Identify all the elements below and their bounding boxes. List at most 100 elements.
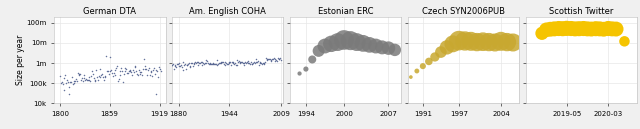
Point <box>155 74 165 76</box>
Point <box>424 60 434 62</box>
Point <box>227 61 237 63</box>
Point <box>371 45 381 47</box>
Point <box>263 58 273 60</box>
Point <box>134 69 144 71</box>
Point <box>314 50 324 52</box>
Point <box>196 64 207 66</box>
Point <box>153 76 163 78</box>
Point <box>240 61 250 63</box>
Point <box>95 76 106 78</box>
Point <box>156 70 166 72</box>
Point <box>173 63 183 65</box>
Point <box>116 67 126 69</box>
Point <box>133 74 143 76</box>
Point <box>98 76 108 78</box>
Point <box>557 28 568 30</box>
Point <box>192 61 202 63</box>
Point <box>221 62 231 64</box>
Point <box>266 60 276 62</box>
Point <box>247 63 257 65</box>
Point <box>189 62 200 64</box>
Point <box>239 62 249 64</box>
Point <box>180 67 191 70</box>
Point <box>60 89 70 91</box>
Point <box>106 69 116 71</box>
Point <box>104 70 115 72</box>
Point <box>436 51 446 53</box>
Point <box>101 55 111 57</box>
Point <box>566 27 576 30</box>
Point <box>99 79 109 81</box>
Point <box>90 79 100 81</box>
Point <box>232 64 242 66</box>
Point <box>164 81 175 83</box>
Point <box>95 68 105 70</box>
Point <box>188 65 198 67</box>
Point <box>127 66 137 68</box>
Point <box>125 77 135 79</box>
Point <box>99 76 109 78</box>
Point <box>259 62 269 64</box>
Point <box>454 40 464 42</box>
Point <box>549 28 559 30</box>
Point <box>109 74 120 76</box>
Point <box>174 62 184 64</box>
Point <box>250 61 260 63</box>
Point <box>243 60 253 62</box>
Point <box>93 75 104 77</box>
Point <box>199 63 209 65</box>
Point <box>225 61 236 63</box>
Point <box>201 59 211 61</box>
Point <box>161 73 171 75</box>
Point <box>118 76 128 78</box>
Point <box>65 81 76 83</box>
Point <box>58 83 68 85</box>
Point <box>234 60 244 62</box>
Point <box>141 68 152 70</box>
Point <box>358 42 368 44</box>
Point <box>272 60 282 62</box>
Point <box>191 62 201 64</box>
Point <box>67 76 77 78</box>
Point <box>173 65 184 67</box>
Point <box>147 75 157 77</box>
Title: Czech SYN2006PUB: Czech SYN2006PUB <box>422 7 505 16</box>
Point <box>120 67 130 69</box>
Point <box>502 41 512 43</box>
Point <box>245 63 255 65</box>
Point <box>71 78 81 80</box>
Point <box>141 75 152 77</box>
Point <box>154 72 164 74</box>
Point <box>112 64 122 67</box>
Point <box>73 71 83 74</box>
Point <box>212 63 223 66</box>
Point <box>246 61 256 63</box>
Point <box>60 74 70 76</box>
Point <box>110 69 120 71</box>
Point <box>620 40 630 42</box>
Point <box>111 67 122 70</box>
Point <box>88 73 98 75</box>
Point <box>136 78 147 80</box>
Point <box>194 62 204 64</box>
Point <box>159 75 170 77</box>
Point <box>217 61 227 63</box>
Point <box>84 79 94 81</box>
Point <box>235 62 245 64</box>
Point <box>62 79 72 81</box>
Point <box>90 79 100 82</box>
Point <box>180 63 190 65</box>
Point <box>144 67 154 69</box>
Point <box>131 70 141 72</box>
Point <box>209 62 219 64</box>
Point <box>126 71 136 73</box>
Point <box>120 82 130 84</box>
Point <box>155 68 165 70</box>
Point <box>198 62 208 64</box>
Point <box>250 62 260 64</box>
Point <box>271 59 282 61</box>
Point <box>273 58 284 60</box>
Point <box>135 73 145 75</box>
Point <box>118 81 128 83</box>
Point <box>262 58 272 60</box>
